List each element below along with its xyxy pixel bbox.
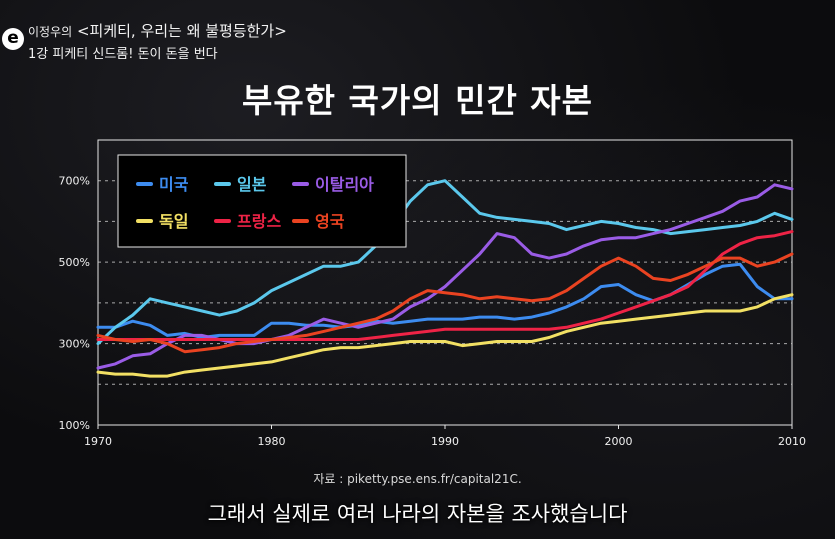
- legend-label: 영국: [315, 212, 345, 231]
- video-subtitle: 그래서 실제로 여러 나라의 자본을 조사했습니다: [207, 502, 628, 526]
- series-title: <피케티, 우리는 왜 불평등한가>: [76, 22, 287, 40]
- y-tick-label: 300%: [59, 338, 90, 351]
- series-line-5: [96, 230, 794, 341]
- legend-label: 독일: [159, 212, 188, 231]
- episode-title: 1강 피케티 신드롬! 돈이 돈을 번다: [28, 47, 218, 62]
- x-tick-label: 1980: [258, 435, 286, 448]
- legend-box: [117, 154, 407, 248]
- x-tick-label: 1970: [84, 435, 112, 448]
- legend-label: 일본: [237, 175, 267, 194]
- y-tick-label: 700%: [59, 175, 90, 188]
- source-note: 자료 : piketty.pse.ens.fr/capital21C.: [313, 472, 522, 486]
- series-header: 이정우의 <피케티, 우리는 왜 불평등한가>: [28, 20, 287, 41]
- channel-logo: e: [2, 28, 24, 50]
- y-tick-label: 100%: [59, 419, 90, 432]
- legend-label: 이탈리아: [315, 175, 374, 194]
- series-line-4: [96, 293, 794, 378]
- x-tick-label: 2000: [605, 435, 633, 448]
- series-line-6: [96, 252, 794, 354]
- chart-title: 부유한 국가의 민간 자본: [241, 81, 594, 120]
- legend-label: 미국: [159, 175, 189, 194]
- x-tick-label: 1990: [431, 435, 459, 448]
- y-tick-label: 500%: [59, 256, 90, 269]
- x-tick-label: 2010: [778, 435, 806, 448]
- legend-label: 프랑스: [237, 212, 281, 231]
- series-line-2: [96, 179, 794, 346]
- series-prefix: 이정우의: [28, 25, 73, 39]
